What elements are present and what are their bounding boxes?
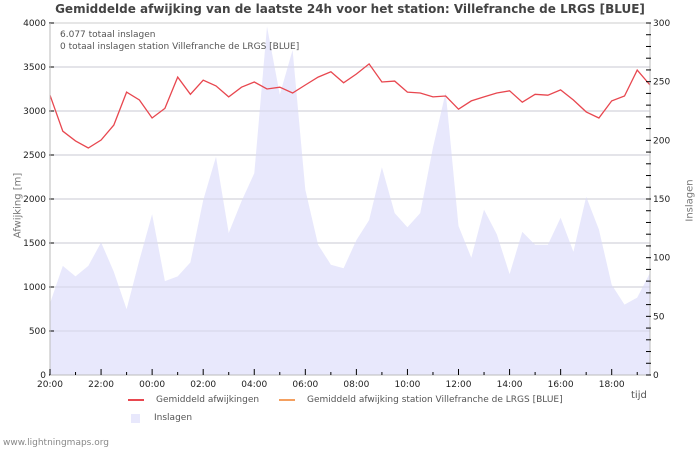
svg-text:200: 200 [653, 136, 670, 146]
y-axis-left-label: Afwijking [m] [12, 172, 24, 239]
svg-text:500: 500 [29, 327, 46, 337]
legend-label: Gemiddeld afwijkingen [156, 395, 260, 405]
legend-swatch-red-line [128, 399, 144, 401]
legend-item-afwijkingen: Gemiddeld afwijkingen [128, 395, 259, 405]
svg-text:250: 250 [653, 78, 670, 88]
info-station-strikes: 0 totaal inslagen station Villefranche d… [60, 42, 300, 52]
legend-item-station: Gemiddeld afwijking station Villefranche… [279, 395, 563, 405]
footer-credit: www.lightningmaps.org [3, 438, 109, 448]
svg-text:22:00: 22:00 [88, 380, 114, 390]
svg-text:02:00: 02:00 [190, 380, 216, 390]
svg-text:3500: 3500 [23, 63, 46, 73]
svg-text:100: 100 [653, 254, 670, 264]
svg-text:16:00: 16:00 [548, 380, 574, 390]
svg-text:12:00: 12:00 [446, 380, 472, 390]
y-axis-right-label: Inslagen [684, 179, 696, 222]
svg-text:04:00: 04:00 [241, 380, 267, 390]
svg-text:18:00: 18:00 [599, 380, 625, 390]
svg-text:10:00: 10:00 [394, 380, 420, 390]
legend-label: Gemiddeld afwijking station Villefranche… [307, 395, 563, 405]
svg-text:14:00: 14:00 [497, 380, 523, 390]
svg-text:00:00: 00:00 [139, 380, 165, 390]
grid-lines-over [50, 66, 650, 332]
svg-text:4000: 4000 [23, 19, 46, 29]
chart-title: Gemiddelde afwijking van de laatste 24h … [55, 2, 645, 16]
svg-text:150: 150 [653, 195, 670, 205]
svg-text:0: 0 [40, 371, 46, 381]
svg-text:1500: 1500 [23, 239, 46, 249]
svg-text:20:00: 20:00 [37, 380, 63, 390]
svg-text:2500: 2500 [23, 151, 46, 161]
svg-text:3000: 3000 [23, 107, 46, 117]
svg-text:1000: 1000 [23, 283, 46, 293]
svg-text:2000: 2000 [23, 195, 46, 205]
legend-item-inslagen: Inslagen [128, 413, 192, 423]
afwijking-line [49, 62, 651, 149]
svg-text:06:00: 06:00 [292, 380, 318, 390]
legend-swatch-orange-line [279, 399, 295, 401]
svg-text:0: 0 [653, 371, 659, 381]
info-total-strikes: 6.077 totaal inslagen [60, 30, 156, 40]
svg-text:50: 50 [653, 312, 665, 322]
inslagen-area [50, 26, 650, 375]
legend-swatch-area [131, 413, 140, 423]
axes: 0 500 1000 1500 2000 2500 3000 3500 4000 0 50 100 15… [23, 19, 670, 390]
svg-text:08:00: 08:00 [343, 380, 369, 390]
x-axis-label: tijd [631, 390, 647, 401]
svg-text:300: 300 [653, 19, 670, 29]
legend-label: Inslagen [154, 413, 193, 423]
